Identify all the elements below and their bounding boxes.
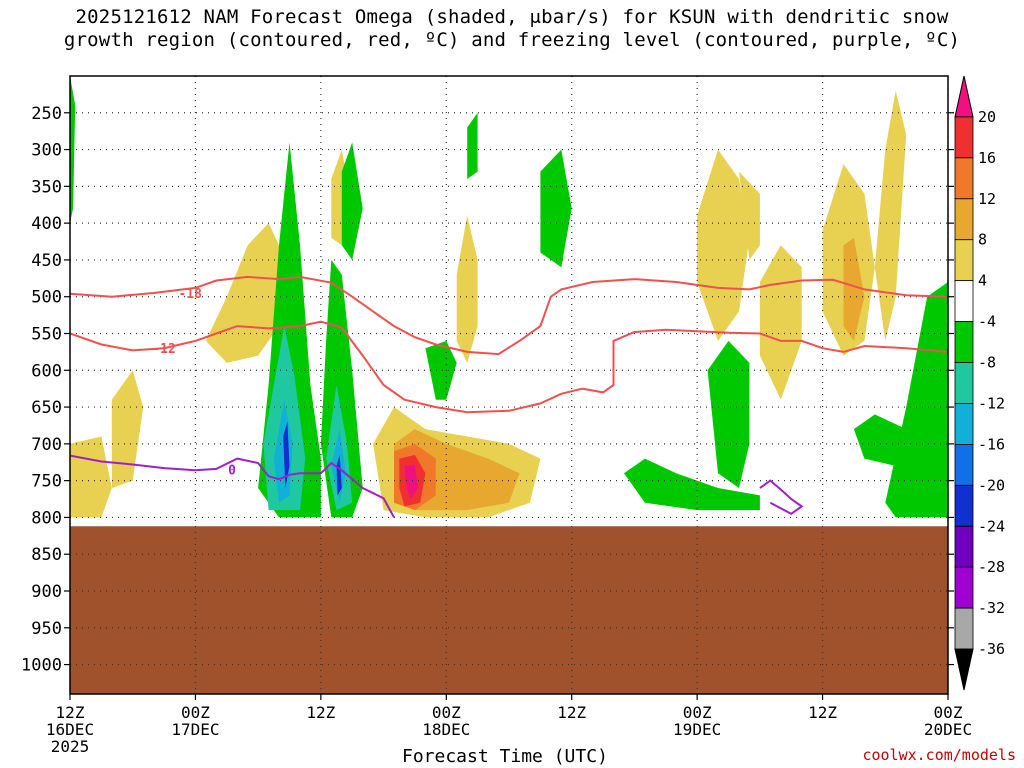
- y-tick-label: 500: [31, 288, 62, 308]
- colorbar-segment: [954, 403, 974, 445]
- y-tick-label: 250: [31, 104, 62, 124]
- colorbar-segment: [954, 116, 974, 159]
- y-tick-label: 650: [31, 398, 62, 418]
- omega-region: [467, 112, 478, 179]
- colorbar-label: -32: [978, 599, 1005, 617]
- y-tick-label: 800: [31, 508, 62, 528]
- omega-region: [341, 142, 363, 260]
- y-tick-label: 400: [31, 214, 62, 234]
- colorbar-label: 16: [978, 149, 996, 167]
- contour-label: -12: [152, 342, 175, 357]
- omega-region: [70, 436, 112, 518]
- x-tick-label: 12Z: [306, 703, 335, 722]
- colorbar-segment: [954, 362, 974, 404]
- omega-region: [739, 171, 760, 260]
- colorbar-label: -8: [978, 354, 996, 372]
- colorbar-label: 8: [978, 231, 987, 249]
- colorbar-segment: [954, 525, 974, 568]
- colorbar-label: -16: [978, 435, 1005, 453]
- x-tick-label: 18DEC: [422, 720, 470, 739]
- x-tick-label: 19DEC: [673, 720, 721, 739]
- y-tick-label: 750: [31, 472, 62, 492]
- x-tick-label: 00Z: [683, 703, 712, 722]
- omega-region: [624, 458, 760, 511]
- contour-label: -18: [178, 287, 202, 302]
- colorbar-segment: [954, 157, 974, 200]
- omega-region: [111, 370, 144, 488]
- contour-line: [70, 275, 948, 356]
- y-tick-label: 850: [31, 545, 62, 565]
- x-tick-label: 00Z: [181, 703, 210, 722]
- title-line-1: 2025121612 NAM Forecast Omega (shaded, μ…: [75, 6, 949, 28]
- omega-region: [404, 464, 419, 499]
- colorbar-label: 4: [978, 272, 987, 290]
- omega-region: [283, 421, 290, 488]
- contour-line: [759, 479, 804, 515]
- colorbar-top-arrow: [954, 75, 974, 118]
- contour-line: [70, 320, 948, 414]
- omega-region: [70, 76, 76, 224]
- colorbar-label: -28: [978, 558, 1005, 576]
- colorbar-segment: [954, 321, 974, 363]
- x-tick-label: 20DEC: [924, 720, 972, 739]
- plot-frame: [69, 75, 949, 695]
- colorbar-label: -4: [978, 313, 996, 331]
- colorbar-label: 12: [978, 190, 996, 208]
- omega-region: [456, 215, 478, 363]
- colorbar-segment: [954, 566, 974, 609]
- colorbar-segment: [954, 239, 974, 282]
- plot-area: -18 -12 0: [70, 76, 948, 694]
- omega-region: [853, 414, 907, 466]
- x-tick-label: 16DEC: [46, 720, 94, 739]
- colorbar-segment: [954, 280, 974, 322]
- omega-region: [273, 399, 293, 503]
- omega-region: [843, 237, 865, 341]
- x-tick-label: 12Z: [808, 703, 837, 722]
- x-axis-label: Forecast Time (UTC): [402, 746, 608, 767]
- y-tick-label: 450: [31, 251, 62, 271]
- y-tick-label: 600: [31, 361, 62, 381]
- colorbar-segment: [954, 484, 974, 527]
- y-tick-label: 550: [31, 325, 62, 345]
- contour-label: 0: [228, 464, 236, 479]
- y-tick-label: 950: [31, 619, 62, 639]
- chart-title: 2025121612 NAM Forecast Omega (shaded, μ…: [0, 6, 1024, 52]
- title-line-2: growth region (contoured, red, ºC) and f…: [63, 29, 961, 51]
- x-tick-label: 00Z: [934, 703, 963, 722]
- y-tick-label: 700: [31, 435, 62, 455]
- colorbar-label: -24: [978, 517, 1005, 535]
- colorbar-segment: [954, 198, 974, 241]
- colorbar-segment: [954, 443, 974, 486]
- omega-region: [425, 340, 457, 400]
- colorbar-label: 20: [978, 108, 996, 126]
- contour-line: [70, 454, 395, 518]
- omega-region: [707, 340, 750, 488]
- y-tick-label: 1000: [21, 656, 62, 676]
- omega-region: [540, 149, 572, 268]
- y-tick-label: 900: [31, 582, 62, 602]
- colorbar-label: -12: [978, 394, 1005, 412]
- omega-region: [336, 454, 342, 496]
- credit-text: coolwx.com/models: [862, 746, 1016, 764]
- x-tick-label: 17DEC: [171, 720, 219, 739]
- ground-fill: [70, 526, 948, 694]
- omega-region: [874, 90, 907, 341]
- omega-region: [697, 149, 750, 341]
- x-tick-label: 2025: [51, 737, 90, 756]
- x-tick-label: 12Z: [56, 703, 85, 722]
- colorbar-label: -36: [978, 640, 1005, 658]
- y-tick-label: 300: [31, 141, 62, 161]
- colorbar-bottom-arrow: [954, 648, 974, 691]
- x-tick-label: 00Z: [432, 703, 461, 722]
- omega-region: [885, 282, 948, 518]
- y-tick-label: 350: [31, 177, 62, 197]
- x-tick-label: 12Z: [557, 703, 586, 722]
- colorbar-label: -20: [978, 476, 1005, 494]
- colorbar-segment: [954, 607, 974, 650]
- omega-region: [759, 245, 802, 400]
